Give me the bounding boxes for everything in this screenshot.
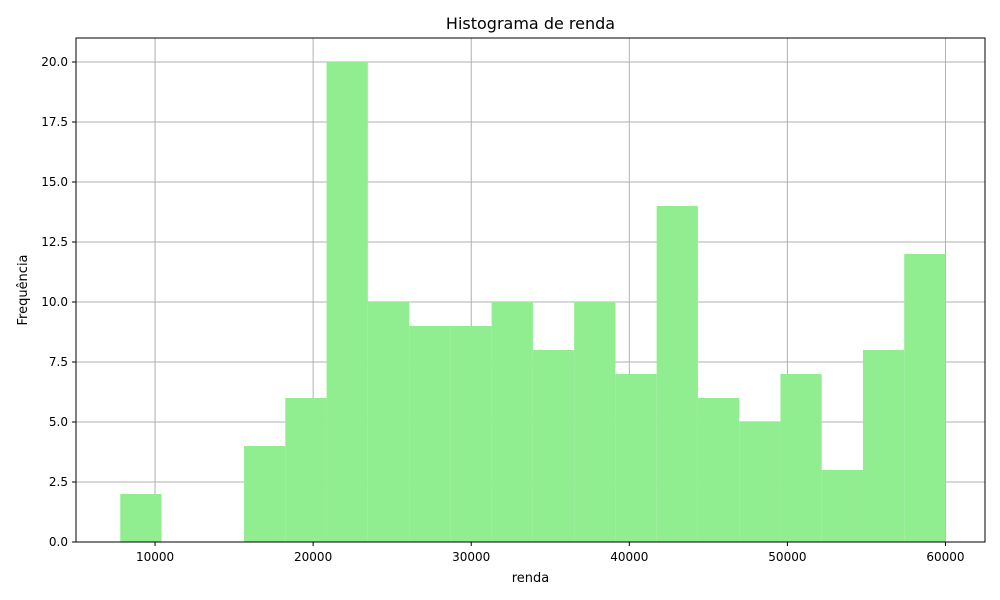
x-tick-label: 40000 xyxy=(610,550,648,564)
y-tick-label: 2.5 xyxy=(49,475,68,489)
histogram-bar xyxy=(574,302,616,542)
histogram-bar xyxy=(326,62,368,542)
histogram-bar xyxy=(491,302,533,542)
bars-layer xyxy=(120,62,946,542)
histogram-bar xyxy=(532,350,575,542)
x-tick-label: 10000 xyxy=(136,550,174,564)
y-tick-label: 20.0 xyxy=(41,55,68,69)
histogram-bar xyxy=(367,302,410,542)
x-tick-label: 30000 xyxy=(452,550,490,564)
x-axis-label: renda xyxy=(512,571,550,586)
y-tick-label: 0.0 xyxy=(49,535,68,549)
histogram-bar xyxy=(780,374,822,542)
histogram-bar xyxy=(615,374,657,542)
histogram-bar xyxy=(656,206,698,542)
ticks-layer: 10000 20000 30000 40000 50000 60000 0.0 2.5 5.0 7… xyxy=(41,55,964,564)
histogram-bar xyxy=(697,398,740,542)
chart-title: Histograma de renda xyxy=(446,14,615,33)
x-tick-label: 50000 xyxy=(768,550,806,564)
histogram-bar xyxy=(821,470,863,542)
x-tick-label: 20000 xyxy=(294,550,332,564)
histogram-bar xyxy=(862,350,905,542)
histogram-bar xyxy=(285,398,327,542)
y-axis-label: Frequência xyxy=(16,254,31,325)
y-tick-label: 10.0 xyxy=(41,295,68,309)
y-tick-label: 7.5 xyxy=(49,355,68,369)
histogram-bar xyxy=(904,254,946,542)
histogram-bar xyxy=(244,446,286,542)
y-tick-label: 5.0 xyxy=(49,415,68,429)
histogram-bar xyxy=(409,326,451,542)
histogram-bar xyxy=(120,494,162,542)
y-tick-label: 17.5 xyxy=(41,115,68,129)
histogram-bar xyxy=(739,422,781,542)
x-tick-label: 60000 xyxy=(926,550,964,564)
plot-frame xyxy=(75,37,986,543)
histogram-bar xyxy=(450,326,492,542)
y-tick-label: 12.5 xyxy=(41,235,68,249)
y-tick-label: 15.0 xyxy=(41,175,68,189)
